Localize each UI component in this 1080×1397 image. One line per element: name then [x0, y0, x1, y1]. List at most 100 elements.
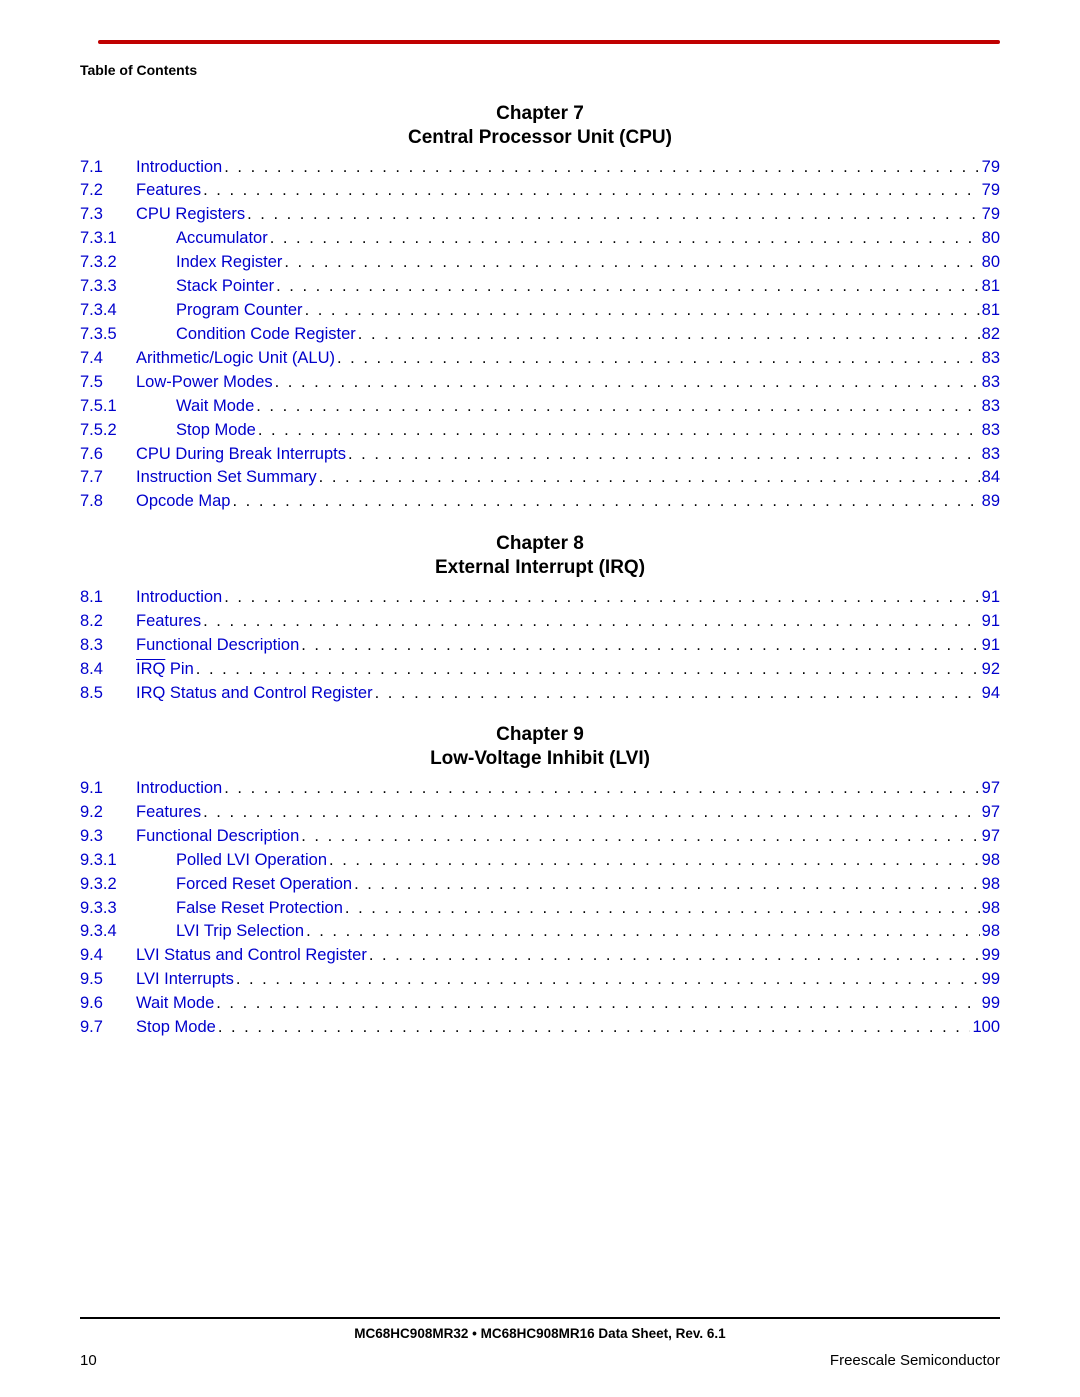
toc-entry-page[interactable]: 79: [982, 156, 1000, 180]
toc-entry-title[interactable]: Features: [136, 801, 201, 825]
toc-entry-page[interactable]: 80: [982, 251, 1000, 275]
toc-entry-page[interactable]: 91: [982, 634, 1000, 658]
toc-entry-page[interactable]: 81: [982, 299, 1000, 323]
leader-dots: . . . . . . . . . . . . . . . . . . . . …: [247, 203, 980, 227]
toc-entry-page[interactable]: 80: [982, 227, 1000, 251]
toc-entry-title[interactable]: Features: [136, 610, 201, 634]
toc-entry-number[interactable]: 9.2: [80, 801, 136, 825]
toc-entry-page[interactable]: 100: [972, 1016, 1000, 1040]
toc-entry-number[interactable]: 8.5: [80, 682, 136, 706]
toc-entry-title[interactable]: Condition Code Register: [136, 323, 356, 347]
toc-entry-title[interactable]: Polled LVI Operation: [136, 849, 327, 873]
toc-entry-title[interactable]: Stop Mode: [136, 419, 256, 443]
toc-entry-number[interactable]: 7.4: [80, 347, 136, 371]
toc-entry-title[interactable]: CPU During Break Interrupts: [136, 443, 346, 467]
toc-entry-title[interactable]: Low-Power Modes: [136, 371, 273, 395]
toc-entry-number[interactable]: 9.3.2: [80, 873, 136, 897]
toc-entry-number[interactable]: 9.3: [80, 825, 136, 849]
toc-entry-number[interactable]: 7.3: [80, 203, 136, 227]
toc-entry-number[interactable]: 9.3.3: [80, 897, 136, 921]
toc-entry-title[interactable]: LVI Trip Selection: [136, 920, 304, 944]
toc-entry-title[interactable]: Arithmetic/Logic Unit (ALU): [136, 347, 335, 371]
toc-entry-page[interactable]: 98: [982, 897, 1000, 921]
toc-entry-title[interactable]: IRQ Status and Control Register: [136, 682, 373, 706]
toc-entry-title[interactable]: Stop Mode: [136, 1016, 216, 1040]
toc-entry-number[interactable]: 7.3.4: [80, 299, 136, 323]
toc-block: 7.1Introduction . . . . . . . . . . . . .…: [80, 156, 1000, 515]
toc-entry-number[interactable]: 7.3.3: [80, 275, 136, 299]
toc-entry-number[interactable]: 7.3.2: [80, 251, 136, 275]
toc-entry-number[interactable]: 9.1: [80, 777, 136, 801]
toc-entry-title[interactable]: IRQ Pin: [136, 658, 194, 682]
footer-doc-title: MC68HC908MR32 • MC68HC908MR16 Data Sheet…: [80, 1326, 1000, 1341]
toc-entry-title[interactable]: CPU Registers: [136, 203, 245, 227]
toc-entry-title[interactable]: Functional Description: [136, 825, 299, 849]
toc-entry-number[interactable]: 8.4: [80, 658, 136, 682]
toc-entry-number[interactable]: 9.4: [80, 944, 136, 968]
toc-entry-number[interactable]: 7.5.1: [80, 395, 136, 419]
toc-entry-page[interactable]: 99: [982, 992, 1000, 1016]
toc-entry-page[interactable]: 83: [982, 347, 1000, 371]
toc-entry-title[interactable]: Introduction: [136, 156, 222, 180]
toc-entry-page[interactable]: 91: [982, 586, 1000, 610]
toc-entry-title[interactable]: Wait Mode: [136, 395, 254, 419]
toc-entry-page[interactable]: 94: [982, 682, 1000, 706]
toc-entry-page[interactable]: 83: [982, 395, 1000, 419]
toc-entry-number[interactable]: 7.1: [80, 156, 136, 180]
toc-entry-number[interactable]: 9.3.1: [80, 849, 136, 873]
toc-entry-number[interactable]: 8.2: [80, 610, 136, 634]
toc-entry-page[interactable]: 82: [982, 323, 1000, 347]
toc-entry-number[interactable]: 9.7: [80, 1016, 136, 1040]
toc-entry-page[interactable]: 84: [982, 466, 1000, 490]
toc-entry-page[interactable]: 97: [982, 825, 1000, 849]
toc-entry-title[interactable]: LVI Interrupts: [136, 968, 234, 992]
toc-entry-page[interactable]: 98: [982, 920, 1000, 944]
toc-entry-page[interactable]: 89: [982, 490, 1000, 514]
toc-entry-title[interactable]: Instruction Set Summary: [136, 466, 317, 490]
toc-entry-page[interactable]: 97: [982, 777, 1000, 801]
toc-entry-title[interactable]: Functional Description: [136, 634, 299, 658]
toc-row: 9.3.3False Reset Protection. . . . . . .…: [80, 897, 1000, 921]
toc-entry-title[interactable]: Index Register: [136, 251, 282, 275]
toc-entry-title[interactable]: Wait Mode: [136, 992, 214, 1016]
toc-entry-page[interactable]: 98: [982, 849, 1000, 873]
toc-entry-number[interactable]: 9.3.4: [80, 920, 136, 944]
toc-entry-page[interactable]: 79: [982, 203, 1000, 227]
toc-entry-page[interactable]: 99: [982, 944, 1000, 968]
toc-entry-title[interactable]: Opcode Map: [136, 490, 230, 514]
toc-entry-title[interactable]: Accumulator: [136, 227, 268, 251]
toc-entry-number[interactable]: 7.8: [80, 490, 136, 514]
toc-entry-number[interactable]: 9.5: [80, 968, 136, 992]
toc-entry-title[interactable]: False Reset Protection: [136, 897, 343, 921]
toc-entry-number[interactable]: 7.2: [80, 179, 136, 203]
toc-entry-number[interactable]: 8.3: [80, 634, 136, 658]
toc-entry-title[interactable]: Introduction: [136, 777, 222, 801]
toc-entry-page[interactable]: 99: [982, 968, 1000, 992]
toc-entry-page[interactable]: 91: [982, 610, 1000, 634]
toc-entry-title[interactable]: Forced Reset Operation: [136, 873, 352, 897]
toc-entry-number[interactable]: 7.3.5: [80, 323, 136, 347]
chapter-header: Chapter 8External Interrupt (IRQ): [80, 532, 1000, 580]
toc-entry-page[interactable]: 97: [982, 801, 1000, 825]
toc-entry-page[interactable]: 83: [982, 371, 1000, 395]
toc-entry-number[interactable]: 7.5: [80, 371, 136, 395]
toc-entry-page[interactable]: 83: [982, 419, 1000, 443]
toc-entry-title[interactable]: Introduction: [136, 586, 222, 610]
toc-entry-title[interactable]: Program Counter: [136, 299, 303, 323]
toc-entry-number[interactable]: 7.6: [80, 443, 136, 467]
toc-entry-title[interactable]: Features: [136, 179, 201, 203]
toc-entry-title[interactable]: LVI Status and Control Register: [136, 944, 367, 968]
toc-entry-number[interactable]: 7.5.2: [80, 419, 136, 443]
toc-entry-page[interactable]: 81: [982, 275, 1000, 299]
toc-row: 7.3.2Index Register. . . . . . . . . . .…: [80, 251, 1000, 275]
toc-entry-page[interactable]: 98: [982, 873, 1000, 897]
toc-entry-number[interactable]: 7.7: [80, 466, 136, 490]
leader-dots: . . . . . . . . . . . . . . . . . . . . …: [301, 634, 979, 658]
toc-entry-title[interactable]: Stack Pointer: [136, 275, 274, 299]
toc-entry-page[interactable]: 79: [982, 179, 1000, 203]
toc-entry-page[interactable]: 83: [982, 443, 1000, 467]
toc-entry-number[interactable]: 7.3.1: [80, 227, 136, 251]
toc-entry-number[interactable]: 8.1: [80, 586, 136, 610]
toc-entry-page[interactable]: 92: [982, 658, 1000, 682]
toc-entry-number[interactable]: 9.6: [80, 992, 136, 1016]
